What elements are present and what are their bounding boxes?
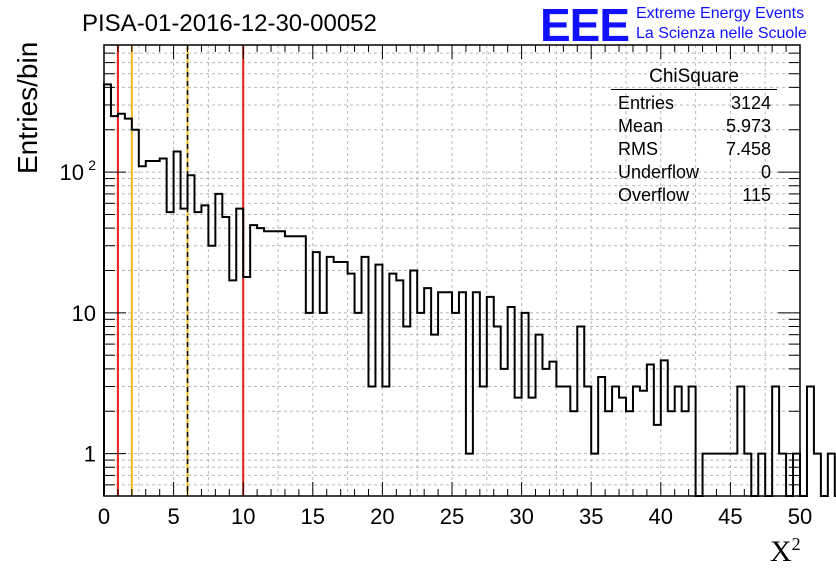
stats-row-mean: Mean 5.973: [611, 115, 777, 138]
logo-caption: Extreme Energy Events La Scienza nelle S…: [636, 4, 807, 44]
x-tick-label: 20: [370, 504, 394, 529]
stats-label: RMS: [618, 139, 658, 159]
stats-value: 3124: [730, 93, 771, 113]
stats-label: Underflow: [618, 162, 700, 182]
logo-line-1: Extreme Energy Events: [636, 5, 805, 22]
x-tick-label: 35: [579, 504, 603, 529]
x-axis-label-base: X: [770, 535, 792, 568]
stats-label: Overflow: [618, 185, 690, 205]
x-tick-label: 50: [788, 504, 812, 529]
chart-title: PISA-01-2016-12-30-00052: [82, 10, 377, 37]
stats-label: Mean: [618, 116, 664, 136]
stats-row-underflow: Underflow 0: [611, 161, 777, 184]
stats-value: 0: [760, 162, 771, 182]
x-tick-label: 15: [301, 504, 325, 529]
stats-row-entries: Entries 3124: [611, 92, 777, 115]
x-tick-label: 5: [167, 504, 179, 529]
x-axis-label-sup: 2: [791, 534, 801, 554]
x-tick-label: 25: [440, 504, 464, 529]
y-tick-label: 10: [72, 301, 96, 326]
x-tick-label: 40: [649, 504, 673, 529]
stats-title: ChiSquare: [611, 66, 777, 90]
x-axis-label: X2: [770, 534, 801, 569]
stats-value: 7.458: [725, 139, 771, 159]
x-tick-label: 45: [718, 504, 742, 529]
stats-row-overflow: Overflow 115: [611, 184, 777, 207]
stats-row-rms: RMS 7.458: [611, 138, 777, 161]
y-axis-label: Entries/bin: [12, 41, 43, 174]
stats-value: 115: [742, 185, 771, 205]
logo-line-2: La Scienza nelle Scuole: [636, 25, 807, 42]
y-tick-label: 10: [60, 160, 84, 185]
x-tick-label: 10: [231, 504, 255, 529]
stats-box: ChiSquare Entries 3124 Mean 5.973 RMS 7.458…: [611, 66, 777, 207]
x-tick-label: 30: [509, 504, 533, 529]
x-tick-label: 0: [98, 504, 110, 529]
stats-value: 5.973: [725, 116, 771, 136]
y-tick-label: 1: [84, 442, 96, 467]
eee-logo: EEE: [540, 0, 630, 51]
stats-label: Entries: [618, 93, 675, 113]
y-tick-label-sup: 2: [88, 157, 96, 173]
